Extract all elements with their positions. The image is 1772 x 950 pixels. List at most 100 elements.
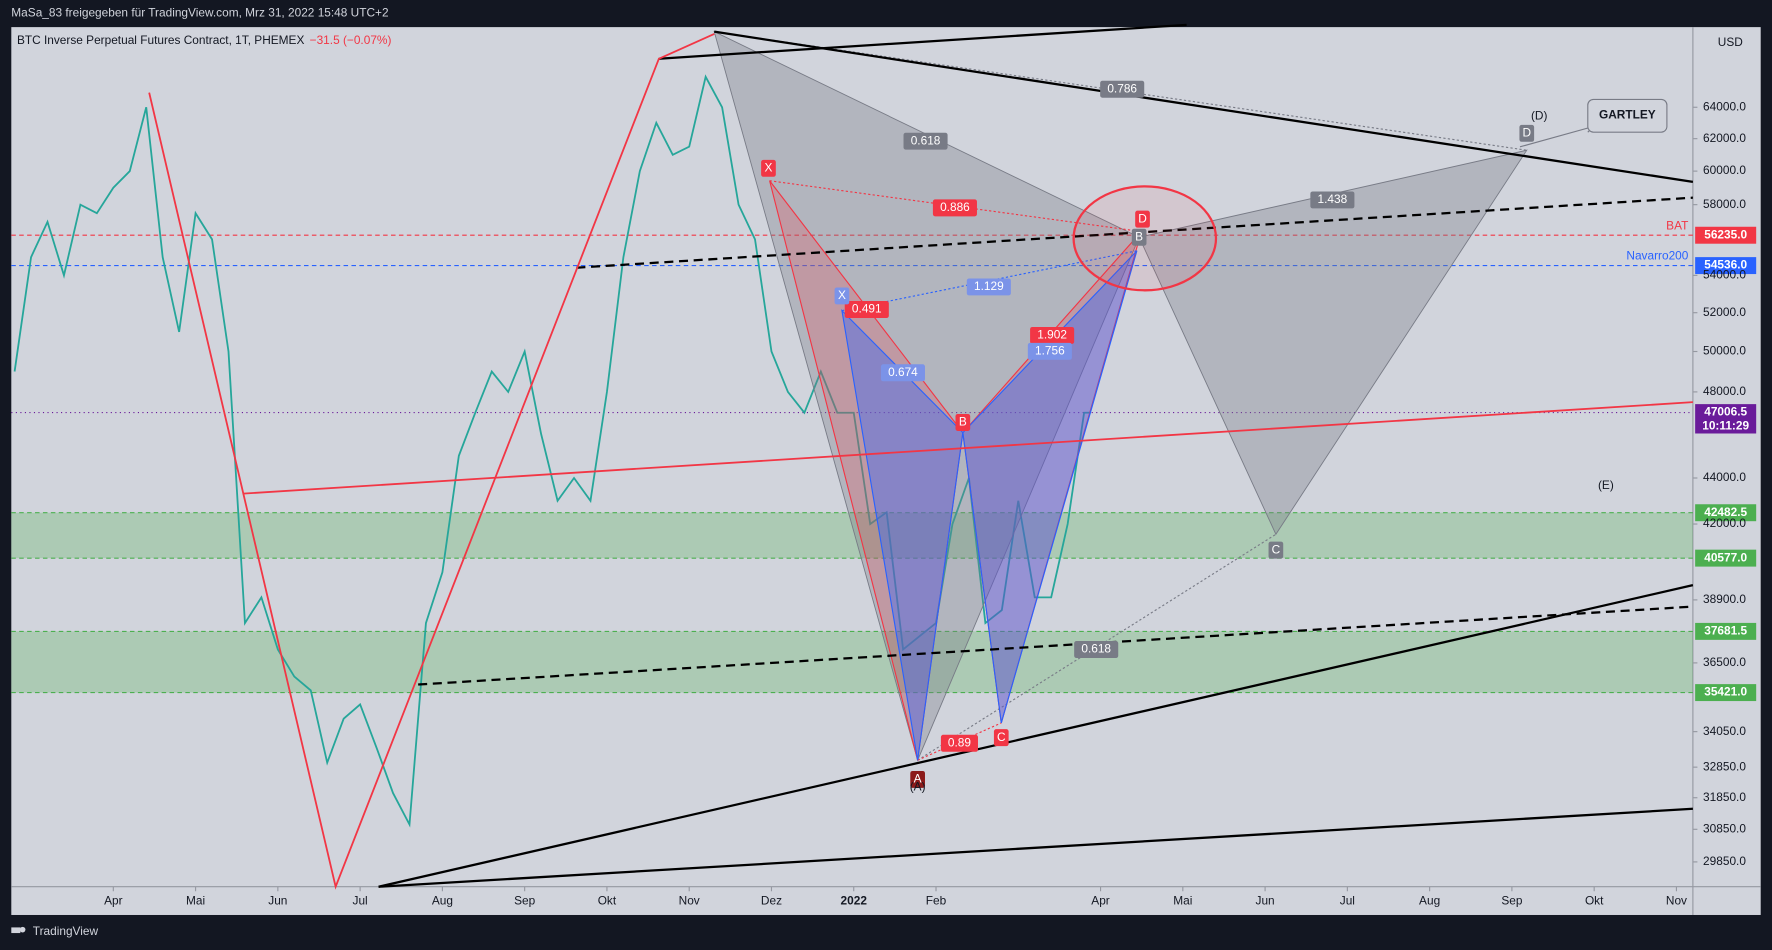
ratio-label: 0.89 [948,735,971,749]
y-tick-label: 60000.0 [1703,163,1746,177]
price-label [1695,504,1757,522]
price-label-text: 54536.0 [1704,258,1747,272]
price-label-text: 37681.5 [1704,624,1747,638]
price-label [1695,622,1757,640]
price-label-text: 35421.0 [1704,685,1747,699]
y-tick-label: 50000.0 [1703,344,1746,358]
y-tick-label: 58000.0 [1703,197,1746,211]
x-tick-label: Nov [1666,894,1687,908]
ratio-label: 0.618 [1081,642,1111,656]
pattern-text: (D) [1531,108,1548,122]
ratio-box [932,199,977,217]
x-tick-label: Aug [1419,894,1440,908]
ratio-box [1027,342,1072,360]
y-tick-label: 30850.0 [1703,821,1746,835]
x-tick-label: Mai [186,894,205,908]
point-box [910,770,925,788]
x-tick-label: Okt [1585,894,1604,908]
ratio-label: 0.674 [888,365,918,379]
x-tick-label: Sep [1501,894,1523,908]
series-layer [13,74,1091,828]
point-box [1135,210,1150,228]
ratio-box [1100,80,1145,98]
point-box [1268,541,1284,559]
trend-line [378,807,1693,888]
y-tick-label: 64000.0 [1703,99,1746,113]
ratio-label: 0.886 [940,200,970,214]
price-label [1695,684,1757,702]
ratio-box [903,132,948,150]
plot-background [11,27,1761,915]
point-label: A [914,772,922,786]
trend-line [378,584,1694,888]
price-label-text: 47006.5 [1704,405,1747,419]
zone [11,631,1693,693]
level-name: Navarro200 [1626,249,1688,263]
y-tick-label: 34050.0 [1703,724,1746,738]
ratio-line [917,533,1277,761]
y-tick-label: 31850.0 [1703,790,1746,804]
point-label: B [1135,229,1143,243]
point-label: C [1272,542,1281,556]
ratio-box [1030,327,1075,344]
trend-line [242,401,1693,495]
x-tick-label: Jun [1256,894,1275,908]
pattern-text: (E) [1598,478,1614,492]
ratio-box [880,364,925,382]
point-label: B [959,415,967,429]
ratio-label: 0.786 [1107,81,1137,95]
ratio-label: 1.438 [1318,192,1348,206]
ratio-label: 0.618 [911,133,941,147]
x-tick-label: Feb [926,894,947,908]
zigzag [148,33,715,890]
x-tick-label: Jul [1340,894,1355,908]
price-label [1695,257,1757,275]
point-label: X [765,160,773,174]
point-box [1131,228,1147,246]
ratio-line [769,180,1142,233]
currency: USD [1718,35,1743,49]
y-tick-label: 54000.0 [1703,268,1746,282]
point-box [993,729,1009,747]
x-tick-label: Apr [1091,894,1110,908]
y-tick-label: 29850.0 [1703,854,1746,868]
ratio-label: 0.491 [852,302,882,316]
labels: 56235.0 BAT 54536.0 Navarro200 47006.510:11:… [761,80,1757,793]
x-tick-label: 2022 [841,894,868,908]
ratio-box [1074,641,1119,658]
share-text: MaSa_83 freigegeben für TradingView.com,… [11,6,388,20]
logo [11,927,21,934]
price-line [13,74,1091,828]
point-box [1519,124,1535,142]
drawings [148,23,1694,890]
trend-line [714,30,1694,183]
ratio-box [844,301,889,318]
point-label: C [997,730,1006,744]
logo [19,926,26,933]
y-tick-label: 62000.0 [1703,131,1746,145]
y-tick-label: 52000.0 [1703,305,1746,319]
pattern-text: GARTLEY [1599,107,1656,121]
price-label [1695,549,1757,567]
x-tick-label: Dez [761,894,782,908]
point-label: D [1138,211,1147,225]
y-tick-label: 42000.0 [1703,516,1746,530]
point-label: X [838,288,846,302]
trend-line [418,605,1693,686]
level-name: BAT [1666,218,1688,232]
ratio-box [940,734,978,752]
ratio-label: 1.756 [1035,343,1065,357]
point-label: D [1522,125,1531,139]
y-tick-label: 32850.0 [1703,759,1746,773]
price-label-text: 40577.0 [1704,550,1747,564]
x-tick-label: Mai [1173,894,1192,908]
price-label-text: 56235.0 [1704,227,1747,241]
x-tick-label: Sep [514,894,536,908]
x-tick-label: Apr [104,894,123,908]
point-box [761,159,776,177]
x-tick-label: Aug [432,894,453,908]
pattern-text: (A) [910,779,926,793]
x-tick-label: Okt [598,894,617,908]
